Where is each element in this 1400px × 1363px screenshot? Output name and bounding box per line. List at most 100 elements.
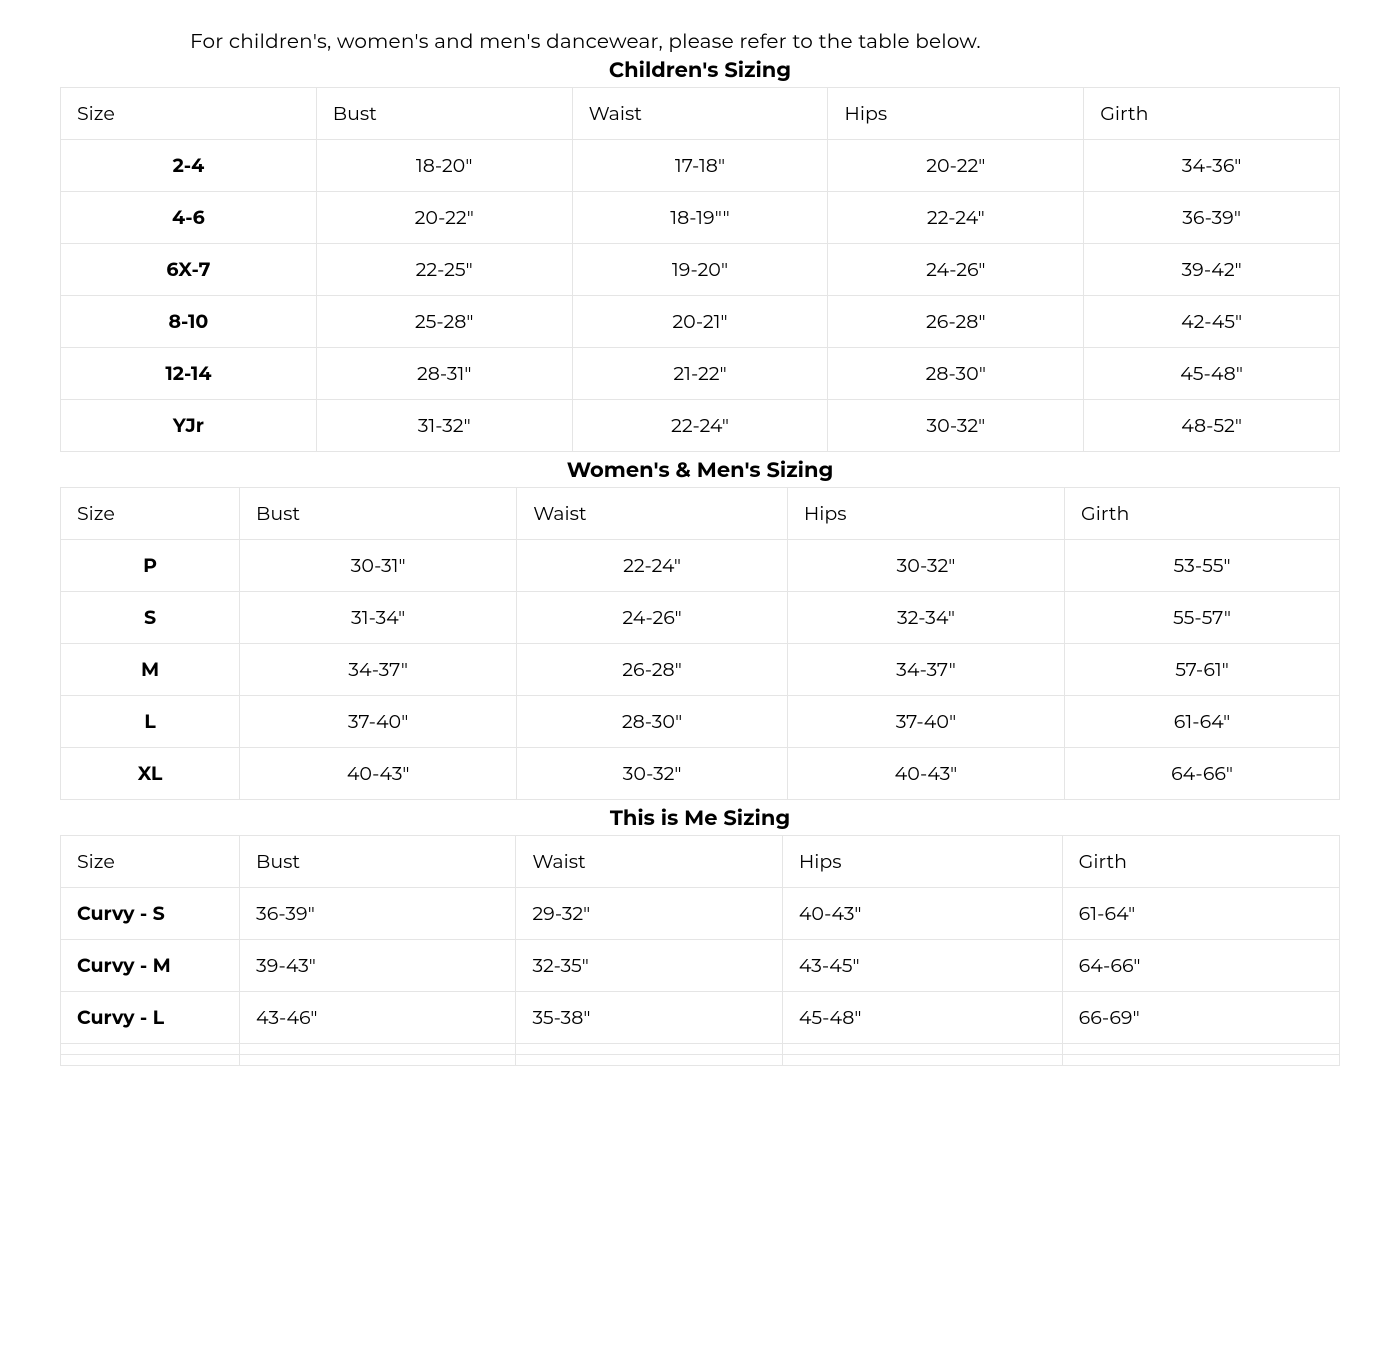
cell-empty <box>1062 1055 1339 1066</box>
col-waist: Waist <box>517 488 788 540</box>
cell-value: 25-28" <box>316 296 572 348</box>
col-girth: Girth <box>1084 88 1340 140</box>
cell-size: Curvy - S <box>61 888 240 940</box>
table-row: XL40-43"30-32"40-43"64-66" <box>61 748 1340 800</box>
cell-value: 32-35" <box>516 940 783 992</box>
cell-value: 36-39" <box>240 888 516 940</box>
cell-empty <box>240 1044 516 1055</box>
cell-value: 39-43" <box>240 940 516 992</box>
children-sizing-title: Children's Sizing <box>60 58 1340 83</box>
cell-value: 43-46" <box>240 992 516 1044</box>
cell-size: S <box>61 592 240 644</box>
cell-value: 48-52" <box>1084 400 1340 452</box>
cell-size: 12-14 <box>61 348 317 400</box>
col-hips: Hips <box>787 488 1064 540</box>
cell-value: 20-21" <box>572 296 828 348</box>
cell-size: XL <box>61 748 240 800</box>
table-row: S31-34"24-26"32-34"55-57" <box>61 592 1340 644</box>
cell-value: 30-32" <box>828 400 1084 452</box>
cell-value: 19-20" <box>572 244 828 296</box>
cell-empty <box>516 1044 783 1055</box>
cell-value: 17-18" <box>572 140 828 192</box>
table-row: Curvy - M39-43"32-35"43-45"64-66" <box>61 940 1340 992</box>
cell-value: 32-34" <box>787 592 1064 644</box>
col-girth: Girth <box>1062 836 1339 888</box>
cell-size: 2-4 <box>61 140 317 192</box>
cell-value: 31-34" <box>240 592 517 644</box>
cell-empty <box>516 1055 783 1066</box>
cell-value: 21-22" <box>572 348 828 400</box>
cell-value: 28-30" <box>517 696 788 748</box>
cell-empty <box>782 1055 1062 1066</box>
adults-sizing-table: Size Bust Waist Hips Girth P30-31"22-24"… <box>60 487 1340 800</box>
cell-value: 22-25" <box>316 244 572 296</box>
table-row: 6X-722-25"19-20"24-26"39-42" <box>61 244 1340 296</box>
table-header-row: Size Bust Waist Hips Girth <box>61 88 1340 140</box>
cell-value: 64-66" <box>1065 748 1340 800</box>
cell-value: 34-36" <box>1084 140 1340 192</box>
cell-value: 29-32" <box>516 888 783 940</box>
cell-value: 37-40" <box>240 696 517 748</box>
cell-size: YJr <box>61 400 317 452</box>
cell-value: 57-61" <box>1065 644 1340 696</box>
cell-value: 30-32" <box>517 748 788 800</box>
children-sizing-table: Size Bust Waist Hips Girth 2-418-20"17-1… <box>60 87 1340 452</box>
table-row: Curvy - L43-46"35-38"45-48"66-69" <box>61 992 1340 1044</box>
cell-value: 26-28" <box>828 296 1084 348</box>
cell-value: 64-66" <box>1062 940 1339 992</box>
table-row: P30-31"22-24"30-32"53-55" <box>61 540 1340 592</box>
table-row: 4-620-22"18-19""22-24"36-39" <box>61 192 1340 244</box>
cell-value: 35-38" <box>516 992 783 1044</box>
cell-value: 55-57" <box>1065 592 1340 644</box>
cell-size: 8-10 <box>61 296 317 348</box>
col-hips: Hips <box>782 836 1062 888</box>
cell-value: 22-24" <box>828 192 1084 244</box>
adults-sizing-title: Women's & Men's Sizing <box>60 458 1340 483</box>
col-bust: Bust <box>316 88 572 140</box>
cell-value: 30-32" <box>787 540 1064 592</box>
cell-empty <box>782 1044 1062 1055</box>
cell-size: M <box>61 644 240 696</box>
thisisme-sizing-title: This is Me Sizing <box>60 806 1340 831</box>
table-row: YJr31-32"22-24"30-32"48-52" <box>61 400 1340 452</box>
table-row: 12-1428-31"21-22"28-30"45-48" <box>61 348 1340 400</box>
table-row: 8-1025-28"20-21"26-28"42-45" <box>61 296 1340 348</box>
cell-value: 53-55" <box>1065 540 1340 592</box>
cell-value: 18-19"" <box>572 192 828 244</box>
cell-empty <box>1062 1044 1339 1055</box>
cell-size: 4-6 <box>61 192 317 244</box>
cell-value: 24-26" <box>517 592 788 644</box>
cell-empty <box>240 1055 516 1066</box>
cell-value: 39-42" <box>1084 244 1340 296</box>
cell-value: 20-22" <box>828 140 1084 192</box>
col-size: Size <box>61 488 240 540</box>
cell-value: 22-24" <box>572 400 828 452</box>
cell-empty <box>61 1055 240 1066</box>
col-hips: Hips <box>828 88 1084 140</box>
col-waist: Waist <box>572 88 828 140</box>
cell-value: 22-24" <box>517 540 788 592</box>
thisisme-sizing-table: Size Bust Waist Hips Girth Curvy - S36-3… <box>60 835 1340 1066</box>
cell-value: 45-48" <box>1084 348 1340 400</box>
cell-value: 40-43" <box>787 748 1064 800</box>
cell-value: 61-64" <box>1065 696 1340 748</box>
cell-value: 28-31" <box>316 348 572 400</box>
intro-text: For children's, women's and men's dancew… <box>190 30 1340 54</box>
cell-size: 6X-7 <box>61 244 317 296</box>
cell-value: 18-20" <box>316 140 572 192</box>
table-row: L37-40"28-30"37-40"61-64" <box>61 696 1340 748</box>
col-size: Size <box>61 88 317 140</box>
col-bust: Bust <box>240 488 517 540</box>
cell-empty <box>61 1044 240 1055</box>
table-row-empty <box>61 1055 1340 1066</box>
table-header-row: Size Bust Waist Hips Girth <box>61 836 1340 888</box>
cell-value: 20-22" <box>316 192 572 244</box>
cell-value: 42-45" <box>1084 296 1340 348</box>
table-header-row: Size Bust Waist Hips Girth <box>61 488 1340 540</box>
cell-value: 66-69" <box>1062 992 1339 1044</box>
table-row: 2-418-20"17-18"20-22"34-36" <box>61 140 1340 192</box>
cell-value: 31-32" <box>316 400 572 452</box>
col-size: Size <box>61 836 240 888</box>
table-row-empty <box>61 1044 1340 1055</box>
cell-value: 24-26" <box>828 244 1084 296</box>
